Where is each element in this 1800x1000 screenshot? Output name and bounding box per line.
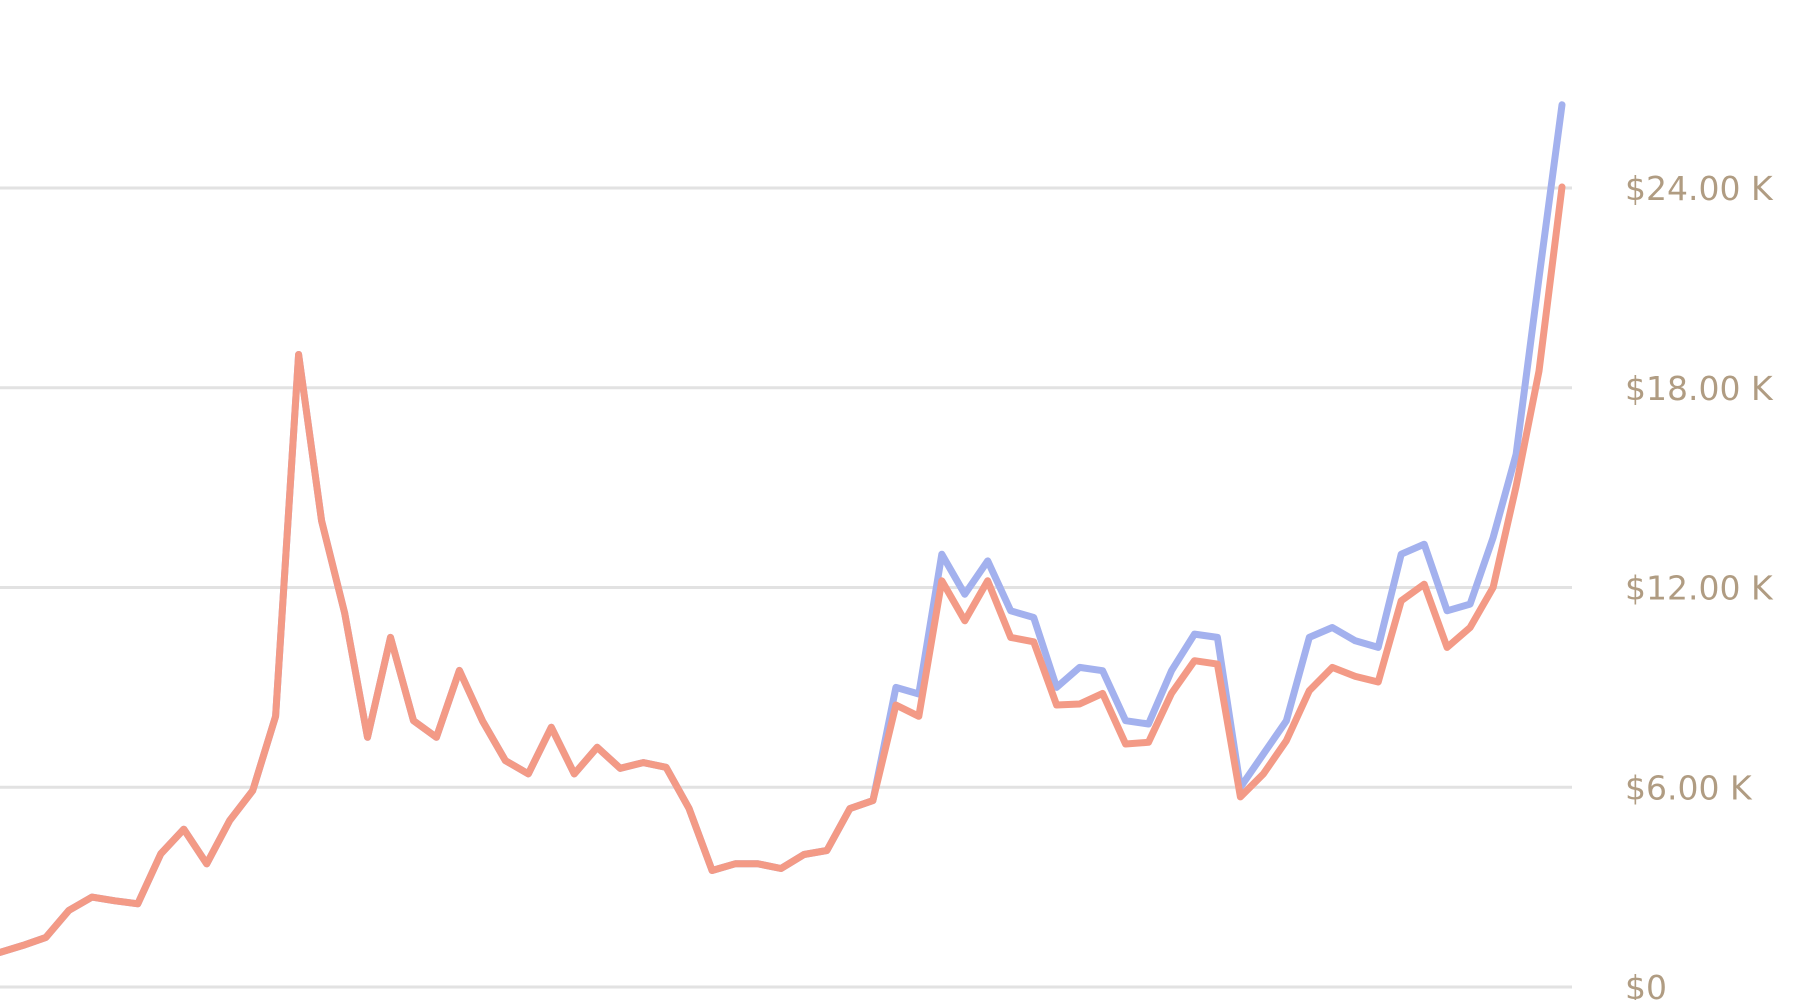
y-tick-label: $6.00 K — [1625, 768, 1753, 807]
y-tick-label: $12.00 K — [1625, 569, 1774, 608]
series-line-2 — [0, 183, 1566, 956]
y-tick-label: $24.00 K — [1625, 169, 1774, 208]
series-line-1 — [0, 101, 1566, 956]
y-axis-tick-labels: $0 $6.00 K $12.00 K $18.00 K $24.00 K — [1625, 169, 1774, 1000]
series-lines — [0, 101, 1566, 956]
y-tick-label: $0 — [1625, 968, 1667, 1000]
y-tick-label: $18.00 K — [1625, 369, 1774, 408]
gridlines — [0, 186, 1572, 989]
